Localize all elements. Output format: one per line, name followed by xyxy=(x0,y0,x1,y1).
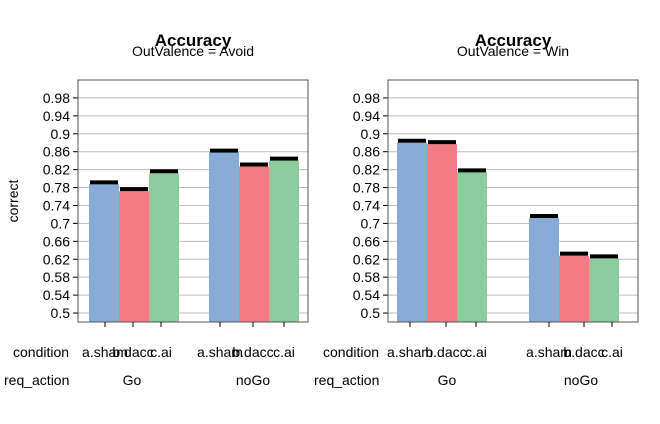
y-tick-label: 0.54 xyxy=(353,287,380,303)
panel-title: Accuracy xyxy=(155,31,232,50)
y-tick-label: 0.74 xyxy=(353,197,380,213)
factor-label-condition: condition xyxy=(13,344,69,360)
y-tick-label: 0.98 xyxy=(353,90,380,106)
bar xyxy=(119,191,149,322)
y-tick-label: 0.86 xyxy=(353,144,380,160)
x-group-label: noGo xyxy=(564,372,598,388)
y-tick-label: 0.62 xyxy=(353,251,380,267)
x-category-label: c.ai xyxy=(150,344,172,360)
x-category-label: b.dacc xyxy=(425,344,466,360)
x-category-label: c.ai xyxy=(601,344,623,360)
x-group-label: Go xyxy=(123,372,142,388)
y-tick-label: 0.66 xyxy=(43,233,70,249)
y-tick-label: 0.82 xyxy=(353,162,380,178)
y-tick-label: 0.9 xyxy=(51,126,71,142)
panel-subtitle: OutValence = Win xyxy=(457,43,569,59)
y-tick-label: 0.78 xyxy=(43,180,70,196)
plot-frame xyxy=(77,79,309,323)
y-tick-label: 0.98 xyxy=(43,90,70,106)
bar xyxy=(397,142,427,322)
x-category-label: a.sham xyxy=(197,344,243,360)
y-tick-label: 0.7 xyxy=(51,215,71,231)
bar xyxy=(589,258,619,322)
x-category-label: a.sham xyxy=(82,344,128,360)
x-category-label: b.dacc xyxy=(232,344,273,360)
y-tick-label: 0.74 xyxy=(43,197,70,213)
factor-label-req-action: req_action xyxy=(4,372,69,388)
y-tick-label: 0.78 xyxy=(353,180,380,196)
bar xyxy=(239,166,269,322)
y-tick-label: 0.86 xyxy=(43,144,70,160)
bar xyxy=(559,255,589,322)
factor-label-condition: condition xyxy=(323,344,379,360)
y-tick-label: 0.82 xyxy=(43,162,70,178)
y-tick-label: 0.9 xyxy=(361,126,381,142)
y-tick-label: 0.58 xyxy=(353,269,380,285)
bar xyxy=(269,160,299,322)
x-category-label: a.sham xyxy=(526,344,572,360)
y-tick-label: 0.58 xyxy=(43,269,70,285)
bar xyxy=(209,152,239,322)
x-category-label: b.dacc xyxy=(112,344,153,360)
plot-frame xyxy=(387,79,639,323)
factor-label-req-action: req_action xyxy=(314,372,379,388)
x-group-label: Go xyxy=(438,372,457,388)
y-tick-label: 0.5 xyxy=(361,305,381,321)
x-category-label: c.ai xyxy=(465,344,487,360)
bar xyxy=(529,218,559,322)
y-axis-label: correct xyxy=(5,180,21,223)
y-tick-label: 0.54 xyxy=(43,287,70,303)
x-category-label: b.dacc xyxy=(563,344,604,360)
panel-title: Accuracy xyxy=(475,31,552,50)
bar xyxy=(457,172,487,322)
bar xyxy=(149,173,179,322)
x-category-label: c.ai xyxy=(273,344,295,360)
bar xyxy=(427,144,457,322)
y-tick-label: 0.94 xyxy=(353,108,380,124)
x-group-label: noGo xyxy=(236,372,270,388)
y-tick-label: 0.94 xyxy=(43,108,70,124)
bar xyxy=(89,184,119,322)
x-category-label: a.sham xyxy=(387,344,433,360)
y-tick-label: 0.66 xyxy=(353,233,380,249)
y-tick-label: 0.62 xyxy=(43,251,70,267)
panel-subtitle: OutValence = Avoid xyxy=(132,43,254,59)
y-tick-label: 0.7 xyxy=(361,215,381,231)
y-tick-label: 0.5 xyxy=(51,305,71,321)
